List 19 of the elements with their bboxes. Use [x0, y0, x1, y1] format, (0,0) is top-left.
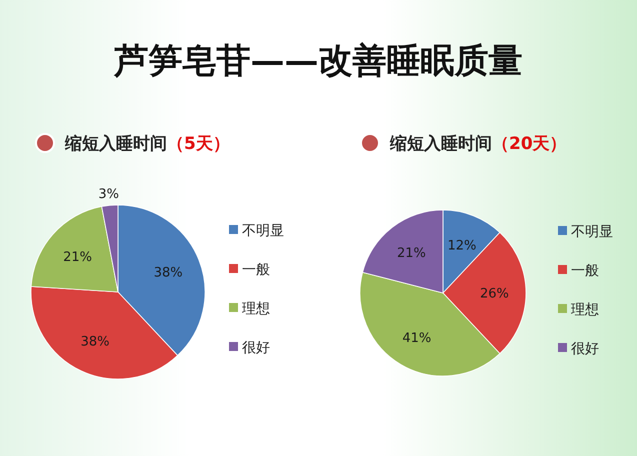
- legend-label: 一般: [242, 262, 270, 278]
- legend-label: 理想: [242, 300, 270, 317]
- data-label: 21%: [397, 246, 426, 261]
- data-label: 38%: [154, 266, 183, 281]
- data-label: 26%: [480, 286, 509, 302]
- legend-label: 很好: [242, 340, 270, 356]
- chart-subtitle: 缩短入睡时间（20天）: [389, 134, 567, 154]
- data-label: 38%: [80, 334, 110, 350]
- chart-title: 芦笋皂苷——改善睡眠质量: [114, 41, 522, 81]
- legend-label: 不明显: [242, 222, 284, 239]
- legend-label: 理想: [571, 302, 599, 318]
- chart-subtitle: 缩短入睡时间（5天）: [64, 134, 230, 154]
- data-label: 12%: [447, 238, 476, 254]
- data-label: 41%: [402, 330, 432, 346]
- data-label: 21%: [63, 250, 92, 265]
- data-label: 3%: [98, 186, 119, 202]
- legend-label: 很好: [571, 340, 599, 357]
- legend-label: 不明显: [571, 224, 613, 240]
- legend-label: 一般: [571, 262, 599, 279]
